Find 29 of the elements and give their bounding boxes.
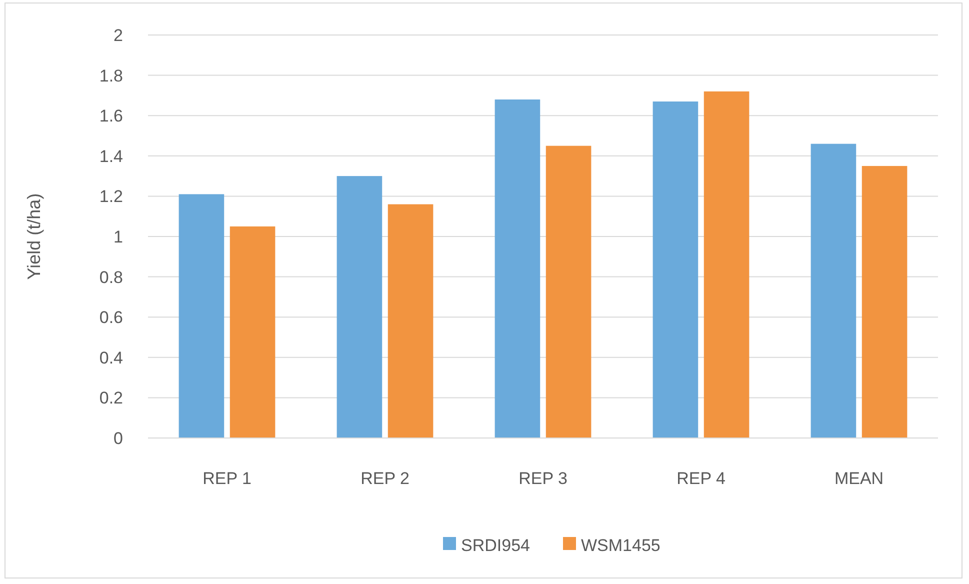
y-tick-label: 2 [114, 26, 123, 45]
bar [230, 226, 276, 438]
bar [704, 91, 750, 438]
bar [810, 144, 856, 438]
y-tick-label: 0.2 [99, 388, 123, 408]
x-tick-label: MEAN [834, 469, 884, 488]
y-tick-label: 0.6 [99, 308, 123, 328]
bar [388, 204, 434, 438]
x-tick-label: REP 4 [676, 469, 726, 488]
bar [494, 99, 540, 438]
x-tick-label: REP 1 [202, 469, 252, 488]
y-tick-label: 1.2 [99, 187, 123, 206]
bar [652, 101, 698, 438]
y-tick-label: 0.8 [99, 268, 123, 287]
y-tick-label: 1 [114, 227, 123, 246]
bar [862, 166, 908, 438]
bar [336, 176, 382, 438]
y-tick-label: 1.4 [99, 146, 123, 166]
y-tick-label: 0.4 [99, 348, 123, 368]
y-tick-label: 1.6 [99, 106, 123, 126]
x-tick-label: REP 3 [518, 469, 568, 488]
y-tick-label: 0 [114, 428, 123, 448]
legend-label: SRDI954 [461, 536, 530, 555]
legend-label: WSM1455 [581, 536, 660, 555]
bar [546, 146, 592, 438]
y-tick-label: 1.8 [99, 66, 123, 86]
y-axis-title: Yield (t/ha) [24, 193, 44, 280]
x-tick-label: REP 2 [360, 469, 410, 488]
bar [178, 194, 224, 438]
